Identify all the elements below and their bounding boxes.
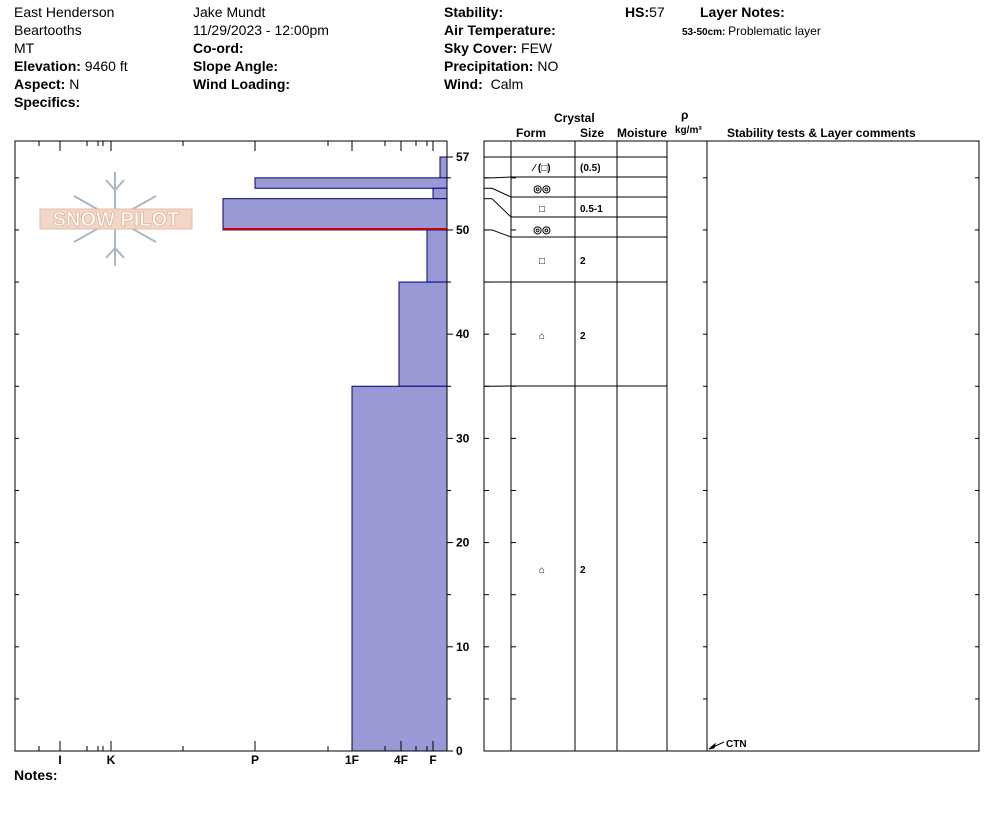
- coord-label: Co-ord:: [193, 40, 244, 56]
- state-name: MT: [14, 40, 35, 56]
- elevation-value: 9460 ft: [84, 58, 128, 74]
- hardness-tick-label: I: [58, 753, 61, 767]
- grain-form-cell: □: [539, 256, 545, 267]
- air-temp-label: Air Temperature:: [444, 22, 556, 38]
- moisture-header: Moisture: [617, 126, 668, 140]
- grain-form-cell: ⌂: [539, 331, 545, 342]
- aspect-value: N: [69, 76, 80, 92]
- hs-value: 57: [649, 4, 665, 20]
- form-header: Form: [516, 126, 546, 140]
- connector-line: [491, 187, 512, 198]
- aspect-label: Aspect:: [14, 76, 66, 92]
- grain-size-cell: 2: [580, 565, 586, 576]
- connector-line: [491, 176, 512, 179]
- layer-note-range: 53-50cm:: [682, 27, 726, 38]
- sky-cover-label: Sky Cover:: [444, 40, 518, 56]
- sky-cover-row: Sky Cover: FEW: [444, 39, 552, 57]
- elevation-row: Elevation: 9460 ft: [14, 57, 128, 75]
- connector-line: [491, 198, 512, 218]
- hs-label: HS:: [625, 4, 650, 20]
- logo-banner: [39, 208, 193, 230]
- hardness-plot-frame: [14, 140, 448, 752]
- height-tick-label: 57: [456, 150, 470, 164]
- notes-label: Notes:: [14, 767, 58, 783]
- wind-label: Wind:: [444, 76, 483, 92]
- layer-bar: [351, 385, 448, 752]
- layer-notes-label: Layer Notes:: [700, 4, 785, 20]
- observer-name: Jake Mundt: [193, 4, 266, 20]
- precip-label: Precipitation:: [444, 58, 534, 74]
- precip-row: Precipitation: NO: [444, 57, 558, 75]
- hardness-tick-label: 1F: [345, 753, 359, 767]
- height-tick-label: 50: [456, 223, 470, 237]
- layer-note-row: 53-50cm: Problematic layer: [682, 22, 821, 42]
- wind-value: Calm: [490, 76, 524, 92]
- density-unit: kg/m³: [675, 125, 702, 136]
- precip-value: NO: [537, 58, 559, 74]
- test-pointer-arrow: [708, 742, 716, 750]
- density-symbol: ρ: [681, 108, 689, 122]
- location-name: East Henderson: [14, 4, 115, 20]
- comments-header: Stability tests & Layer comments: [727, 126, 916, 140]
- logo-text: SNOW PILOT: [53, 209, 180, 231]
- layer-table-frame: [483, 140, 980, 752]
- size-header: Size: [580, 126, 605, 140]
- hardness-tick-label: K: [107, 753, 116, 767]
- layer-bar: [254, 177, 448, 189]
- layer-bar: [222, 198, 448, 231]
- height-tick-label: 40: [456, 327, 470, 341]
- grain-size-cell: 2: [580, 256, 586, 267]
- hardness-tick-label: 4F: [394, 753, 408, 767]
- elevation-label: Elevation:: [14, 58, 81, 74]
- hardness-tick-label: F: [429, 753, 436, 767]
- specifics-label: Specifics:: [14, 94, 81, 110]
- layer-bar: [426, 229, 448, 283]
- stability-label: Stability:: [444, 4, 504, 20]
- snowpilot-logo: SNOW PILOT: [39, 172, 193, 266]
- grain-form-cell: ◎◎: [533, 184, 551, 195]
- grain-form-cell: ⌂: [539, 565, 545, 576]
- layer-bar: [439, 156, 448, 179]
- wind-row: Wind: Calm: [444, 75, 523, 93]
- grain-form-cell: □: [539, 204, 545, 215]
- grain-form-cell: ◎◎: [533, 225, 551, 236]
- hs-row: HS:57: [625, 3, 665, 21]
- aspect-row: Aspect: N: [14, 75, 79, 93]
- height-tick-label: 0: [456, 744, 463, 758]
- slope-angle-label: Slope Angle:: [193, 58, 279, 74]
- grain-size-cell: 0.5-1: [580, 204, 603, 215]
- layer-note-text: Problematic layer: [728, 24, 821, 38]
- grain-size-cell: (0.5): [580, 163, 601, 174]
- connector-line: [491, 229, 512, 238]
- hardness-tick-label: P: [251, 753, 259, 767]
- range-name: Beartooths: [14, 22, 82, 38]
- layer-bar: [432, 187, 448, 200]
- height-tick-label: 30: [456, 431, 470, 445]
- sky-cover-value: FEW: [521, 40, 553, 56]
- height-tick-label: 10: [456, 640, 470, 654]
- layer-bar: [398, 281, 448, 387]
- height-tick-label: 20: [456, 536, 470, 550]
- stability-test-label: CTN: [726, 739, 747, 750]
- observation-datetime: 11/29/2023 - 12:00pm: [193, 22, 329, 38]
- grain-form-cell: ⁄ (□): [531, 163, 550, 174]
- grain-size-cell: 2: [580, 331, 586, 342]
- wind-loading-label: Wind Loading:: [193, 76, 291, 92]
- crystal-header: Crystal: [554, 111, 595, 125]
